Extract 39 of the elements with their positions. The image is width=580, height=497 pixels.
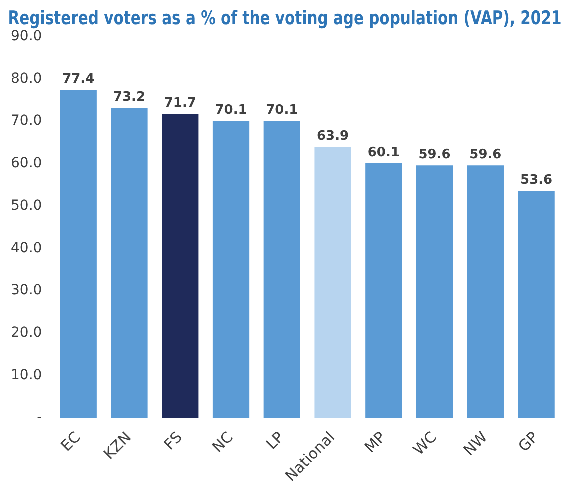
- y-tick-label: 70.0: [11, 113, 42, 130]
- chart-title: Registered voters as a % of the voting age population (VAP), 2021: [8, 8, 562, 30]
- x-tick-label: GP: [514, 428, 542, 456]
- bar: [60, 90, 97, 418]
- data-label: 59.6: [470, 147, 502, 162]
- data-label: 63.9: [316, 129, 350, 144]
- bar: [212, 121, 250, 418]
- y-tick-label: 10.0: [11, 367, 42, 384]
- data-label: 70.1: [266, 102, 298, 118]
- data-label: 77.4: [62, 72, 95, 88]
- data-label: 53.6: [520, 172, 553, 188]
- data-label: 70.1: [215, 102, 248, 118]
- y-tick-label: 80.0: [11, 70, 42, 87]
- bar: [111, 108, 148, 418]
- bar: [264, 121, 300, 418]
- x-tick-label: LP: [262, 428, 288, 454]
- data-label: 71.7: [164, 96, 196, 112]
- x-tick-label: NW: [460, 428, 492, 460]
- x-tick-label: NC: [208, 428, 237, 456]
- data-label: 60.1: [368, 145, 400, 160]
- bar: [518, 191, 555, 418]
- y-tick-label: -: [37, 410, 42, 426]
- x-tick-label: FS: [160, 428, 186, 454]
- bar: [416, 166, 454, 418]
- bar: [467, 166, 504, 418]
- bar: [162, 114, 199, 418]
- y-tick-label: 50.0: [11, 198, 42, 214]
- data-label: 73.2: [113, 90, 146, 105]
- y-tick-label: 90.0: [11, 28, 42, 44]
- y-tick-label: 60.0: [11, 156, 42, 172]
- bar: [366, 163, 402, 418]
- data-label: 59.6: [418, 147, 451, 162]
- y-tick-label: 30.0: [11, 282, 42, 299]
- y-tick-label: 40.0: [11, 240, 42, 256]
- x-tick-label: MP: [361, 428, 390, 457]
- x-tick-label: EC: [57, 428, 84, 456]
- y-tick-label: 20.0: [11, 324, 42, 341]
- bar: [314, 147, 352, 418]
- x-tick-label: WC: [410, 428, 440, 459]
